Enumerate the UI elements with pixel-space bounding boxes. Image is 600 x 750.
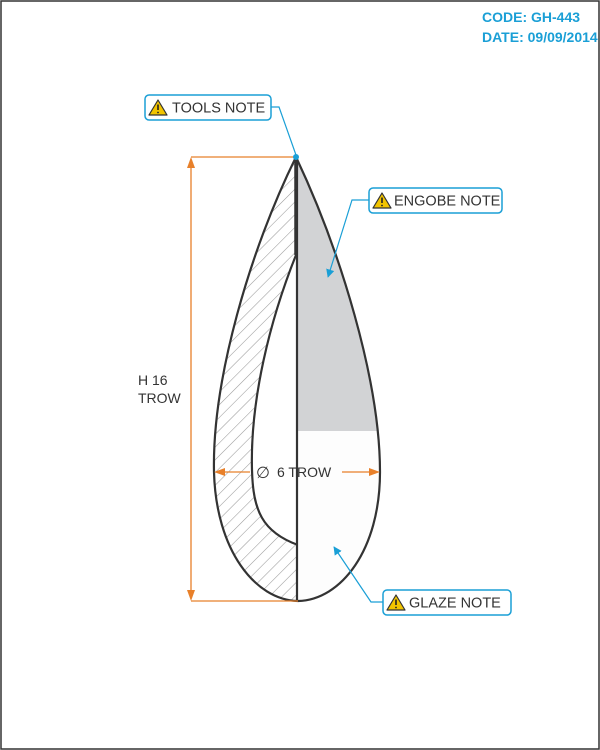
- engobe-leader-line: [326, 199, 369, 278]
- diameter-arrow-right: [369, 468, 380, 476]
- height-label-line2: TROW: [138, 390, 182, 406]
- height-label-line1: H 16: [138, 372, 168, 388]
- height-arrow-bottom: [187, 590, 195, 601]
- warning-icon: [372, 192, 392, 209]
- diameter-symbol: ∅: [256, 465, 270, 482]
- tools-leader-line: [271, 106, 297, 156]
- code-label: CODE: GH-443: [482, 9, 580, 25]
- diameter-arrow-left: [214, 468, 225, 476]
- height-arrow-top: [187, 157, 195, 168]
- warning-icon: [148, 99, 168, 116]
- glaze-note-callout[interactable]: GLAZE NOTE: [382, 589, 512, 616]
- glaze-note-label: GLAZE NOTE: [409, 596, 501, 612]
- date-label: DATE: 09/09/2014: [482, 29, 598, 45]
- warning-icon: [386, 594, 406, 611]
- inner-cavity: [250, 253, 300, 547]
- diameter-label: 6 TROW: [277, 464, 332, 480]
- engobe-note-label: ENGOBE NOTE: [394, 194, 501, 210]
- tools-note-callout[interactable]: TOOLS NOTE: [144, 94, 272, 121]
- glaze-leader-line: [333, 546, 383, 603]
- tools-leader-dot: [293, 154, 299, 160]
- tools-note-label: TOOLS NOTE: [172, 101, 266, 117]
- engobe-note-callout[interactable]: ENGOBE NOTE: [368, 187, 503, 214]
